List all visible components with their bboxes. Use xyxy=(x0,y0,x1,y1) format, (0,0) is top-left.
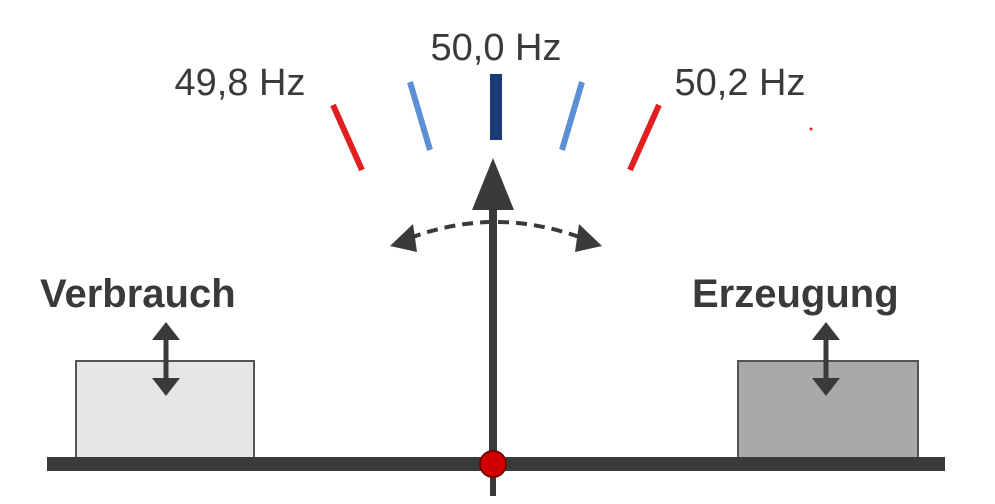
frequency-scale xyxy=(330,74,662,172)
pivot-dot-icon xyxy=(479,450,507,478)
label-low-frequency: 49,8 Hz xyxy=(175,62,306,104)
tick-high-limit xyxy=(627,103,662,172)
pointer-arrow-icon xyxy=(472,158,514,470)
tick-high-near xyxy=(559,81,585,151)
tick-low-limit xyxy=(330,103,365,172)
curved-double-arrow-icon xyxy=(390,220,602,252)
stray-dot xyxy=(809,127,813,131)
tick-low-near xyxy=(407,81,433,151)
label-consumption: Verbrauch xyxy=(40,272,236,316)
consumption-up-down-arrow-icon xyxy=(152,322,180,396)
generation-up-down-arrow-icon xyxy=(812,322,840,396)
label-generation: Erzeugung xyxy=(692,272,899,316)
label-nominal-frequency: 50,0 Hz xyxy=(431,27,562,69)
label-high-frequency: 50,2 Hz xyxy=(675,62,806,104)
